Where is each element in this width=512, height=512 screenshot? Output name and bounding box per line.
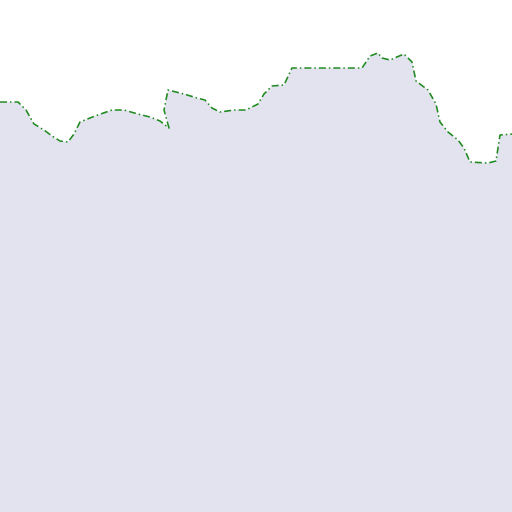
boundary-line [0, 52, 512, 164]
land-area [0, 53, 512, 512]
